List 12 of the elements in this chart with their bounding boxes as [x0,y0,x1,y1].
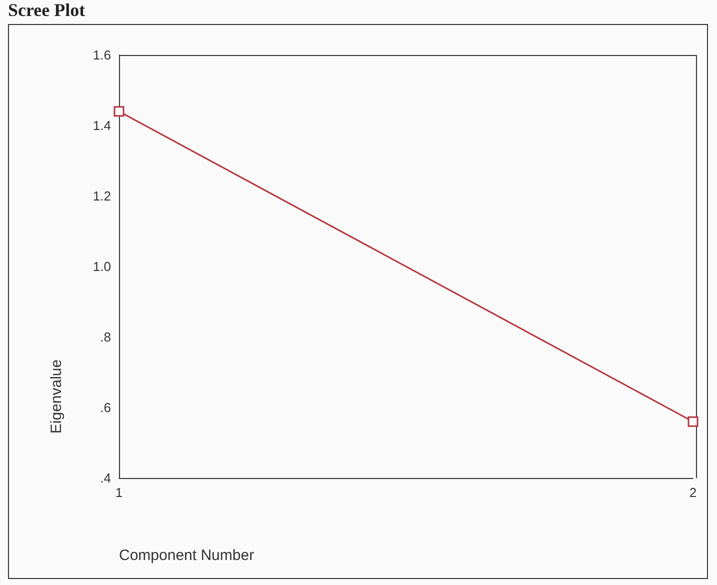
y-tick-label: .6 [100,400,111,415]
x-tick-label: 1 [115,485,123,500]
y-tick-label: 1.0 [92,259,111,274]
y-tick-label: 1.2 [92,188,111,204]
x-tick-label: 2 [689,485,697,500]
y-tick-label: 1.6 [92,48,111,62]
y-tick-label: .4 [100,470,111,486]
chart-title: Scree Plot [8,0,86,21]
y-axis-title: Eigenvalue [48,359,65,434]
x-axis-title: Component Number [119,547,254,564]
y-tick-label: 1.4 [92,118,111,133]
y-tick-label: .8 [100,330,111,344]
